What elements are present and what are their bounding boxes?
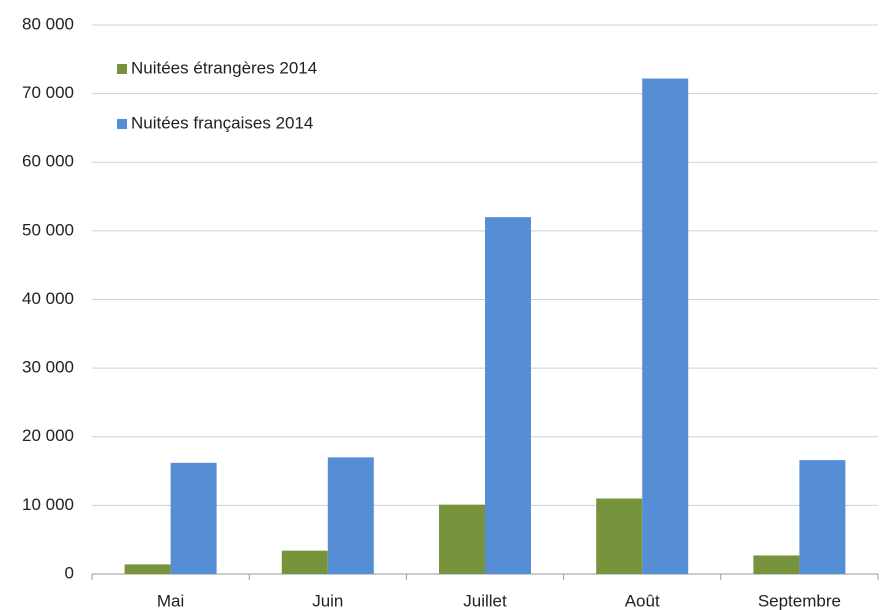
x-tick-label: Septembre [758,591,841,610]
bar [596,498,643,574]
y-tick-label: 50 000 [22,220,74,239]
bar [281,550,328,574]
y-tick-label: 30 000 [22,358,74,377]
y-tick-label: 60 000 [22,152,74,171]
bar [170,462,217,574]
x-tick-label: Juillet [463,591,507,610]
x-tick-label: Mai [157,591,184,610]
x-tick-label: Août [625,591,660,610]
bar [439,504,485,574]
y-tick-label: 70 000 [22,83,74,102]
y-tick-label: 80 000 [22,14,74,33]
bar [327,457,374,574]
legend-label: Nuitées étrangères 2014 [131,58,317,77]
y-tick-label: 40 000 [22,289,74,308]
bar [485,217,531,574]
y-tick-label: 0 [65,563,74,582]
bar [124,564,171,574]
y-tick-label: 10 000 [22,495,74,514]
legend-label: Nuitées françaises 2014 [131,113,313,132]
bar [753,555,800,574]
bar [642,78,689,574]
legend-swatch [117,119,127,129]
bar [799,460,846,574]
x-tick-label: Juin [312,591,343,610]
y-tick-label: 20 000 [22,426,74,445]
legend-swatch [117,64,127,74]
